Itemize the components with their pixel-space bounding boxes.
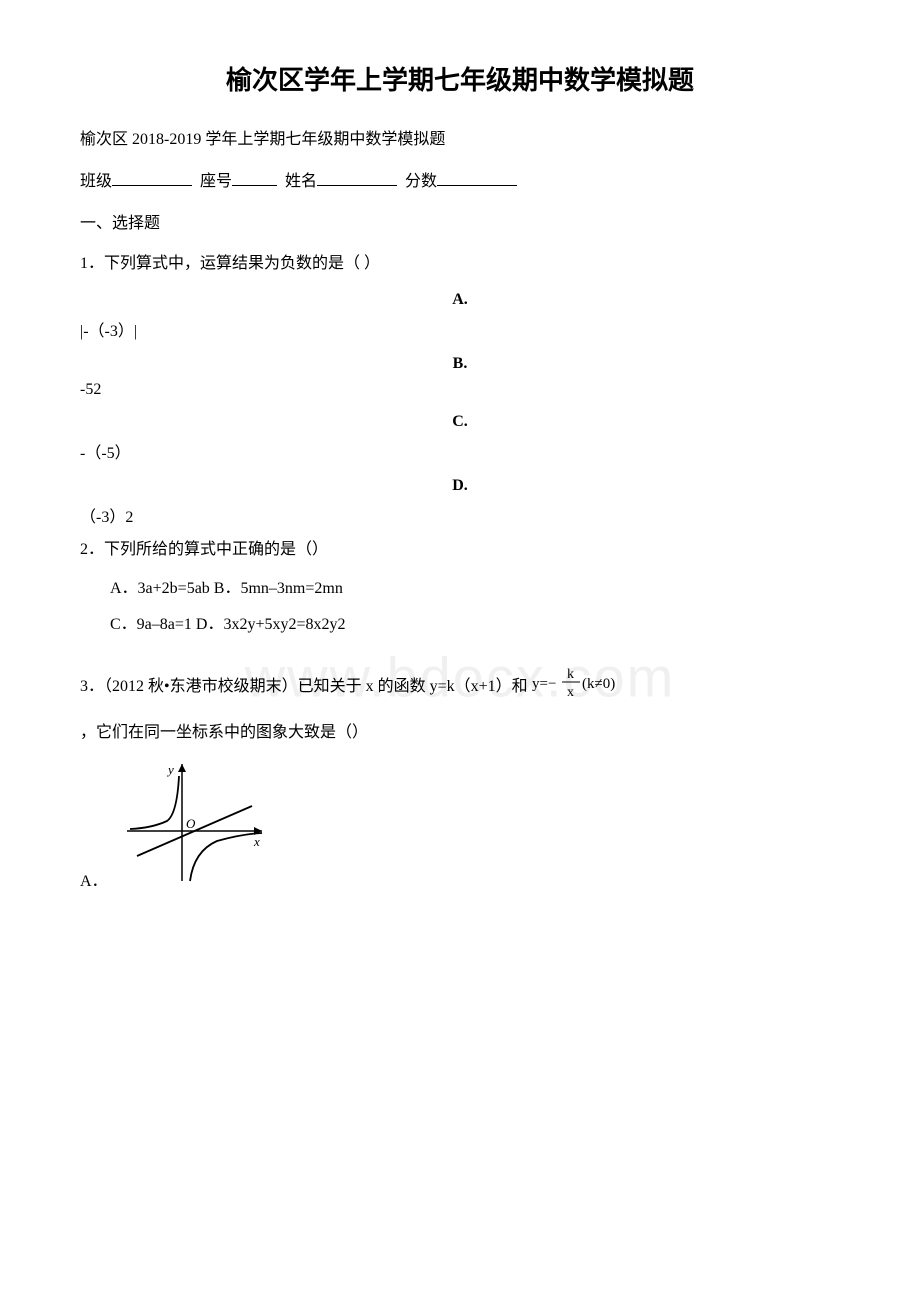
form-header: 班级 座号 姓名 分数 bbox=[80, 167, 840, 191]
q1-option-a-text: |-（-3）| bbox=[80, 317, 840, 341]
svg-text:k: k bbox=[567, 667, 574, 682]
subtitle: 榆次区 2018-2019 学年上学期七年级期中数学模拟题 bbox=[80, 125, 840, 149]
q2-option-cd: C．9a–8a=1 D．3x2y+5xy2=8x2y2 bbox=[80, 610, 840, 634]
q1-option-c-letter: C. bbox=[80, 413, 840, 431]
q2-stem: 2．下列所给的算式中正确的是（） bbox=[80, 537, 840, 563]
page-title: 榆次区学年上学期七年级期中数学模拟题 bbox=[80, 60, 840, 97]
score-blank[interactable] bbox=[437, 170, 517, 186]
svg-text:y: y bbox=[166, 762, 174, 777]
svg-text:(k≠0): (k≠0) bbox=[582, 676, 615, 692]
q3-stem-part2: ，它们在同一坐标系中的图象大致是（） bbox=[80, 719, 840, 748]
section-heading: 一、选择题 bbox=[80, 209, 840, 233]
name-label: 姓名 bbox=[285, 173, 317, 190]
q1-option-c-text: -（-5） bbox=[80, 439, 840, 463]
q3-option-a-label: A． bbox=[80, 873, 108, 890]
fraction-formula-svg: y=− k x (k≠0) bbox=[532, 664, 652, 700]
score-label: 分数 bbox=[405, 173, 437, 190]
svg-text:y=−: y=− bbox=[532, 676, 556, 692]
seat-label: 座号 bbox=[200, 173, 232, 190]
svg-text:O: O bbox=[186, 816, 196, 831]
q1-option-a-letter: A. bbox=[80, 291, 840, 309]
q1-option-d-text: （-3）2 bbox=[80, 503, 840, 527]
seat-blank[interactable] bbox=[232, 170, 277, 186]
q1-stem: 1．下列算式中，运算结果为负数的是（ ） bbox=[80, 251, 840, 277]
svg-text:x: x bbox=[253, 834, 260, 849]
q1-option-b-text: -52 bbox=[80, 381, 840, 399]
q3-formula: y=− k x (k≠0) bbox=[532, 664, 652, 711]
class-label: 班级 bbox=[80, 173, 112, 190]
page-content: 榆次区学年上学期七年级期中数学模拟题 榆次区 2018-2019 学年上学期七年… bbox=[80, 60, 840, 891]
q3-stem-part1: 3．（2012 秋•东港市校级期末）已知关于 x 的函数 y=k（x+1）和 bbox=[80, 678, 528, 695]
q2-option-ab: A．3a+2b=5ab B．5mn–3nm=2mn bbox=[80, 574, 840, 598]
q3-option-a: A． x y O bbox=[80, 756, 840, 891]
q1-option-d-letter: D. bbox=[80, 477, 840, 495]
q3-option-a-graph: x y O bbox=[122, 756, 272, 891]
q3-stem: 3．（2012 秋•东港市校级期末）已知关于 x 的函数 y=k（x+1）和 y… bbox=[80, 664, 840, 711]
svg-text:x: x bbox=[567, 685, 574, 700]
name-blank[interactable] bbox=[317, 170, 397, 186]
q1-option-b-letter: B. bbox=[80, 355, 840, 373]
class-blank[interactable] bbox=[112, 170, 192, 186]
coordinate-graph-svg: x y O bbox=[122, 756, 272, 886]
